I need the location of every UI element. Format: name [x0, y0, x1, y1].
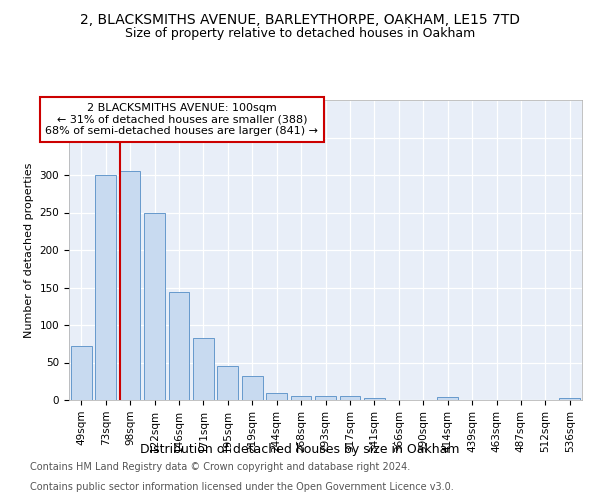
Bar — [71, 346, 92, 400]
Text: Distribution of detached houses by size in Oakham: Distribution of detached houses by size … — [140, 442, 460, 456]
Bar — [144, 213, 165, 400]
Bar — [95, 175, 116, 400]
Bar — [266, 393, 287, 400]
Bar — [364, 398, 385, 400]
Text: 2, BLACKSMITHS AVENUE, BARLEYTHORPE, OAKHAM, LE15 7TD: 2, BLACKSMITHS AVENUE, BARLEYTHORPE, OAK… — [80, 12, 520, 26]
Bar — [193, 338, 214, 400]
Text: 2 BLACKSMITHS AVENUE: 100sqm
← 31% of detached houses are smaller (388)
68% of s: 2 BLACKSMITHS AVENUE: 100sqm ← 31% of de… — [46, 103, 319, 136]
Bar — [217, 366, 238, 400]
Bar — [119, 171, 140, 400]
Y-axis label: Number of detached properties: Number of detached properties — [24, 162, 34, 338]
Text: Contains public sector information licensed under the Open Government Licence v3: Contains public sector information licen… — [30, 482, 454, 492]
Bar — [437, 397, 458, 400]
Bar — [169, 292, 190, 400]
Text: Size of property relative to detached houses in Oakham: Size of property relative to detached ho… — [125, 28, 475, 40]
Bar — [559, 398, 580, 400]
Text: Contains HM Land Registry data © Crown copyright and database right 2024.: Contains HM Land Registry data © Crown c… — [30, 462, 410, 472]
Bar — [340, 396, 361, 400]
Bar — [290, 396, 311, 400]
Bar — [315, 396, 336, 400]
Bar — [242, 376, 263, 400]
